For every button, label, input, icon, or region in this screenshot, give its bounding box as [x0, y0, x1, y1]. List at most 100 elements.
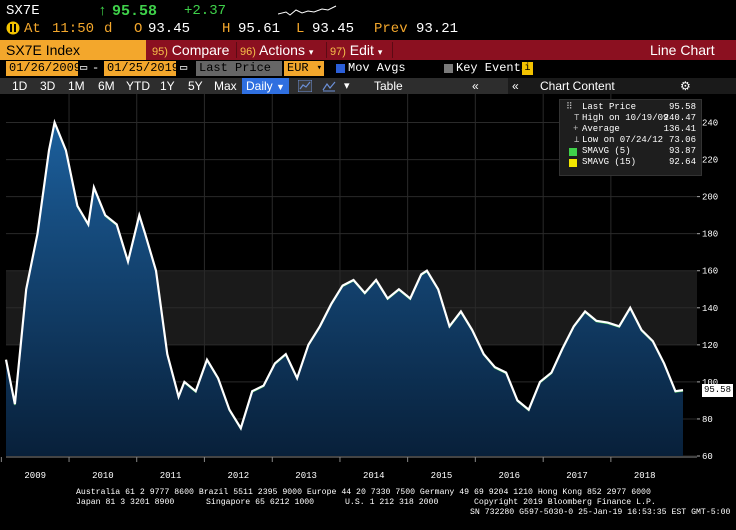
compare-label: Compare — [171, 42, 230, 58]
frequency-value: Daily — [246, 79, 273, 93]
period-1y[interactable]: 1Y — [160, 79, 175, 93]
footer-contacts-line1: Australia 61 2 9777 8600 Brazil 5511 239… — [76, 488, 651, 497]
legend-low-value: 73.06 — [668, 135, 696, 145]
low-value: 93.45 — [312, 21, 355, 37]
last-price-value: 95.58 — [112, 3, 158, 20]
calendar-icon[interactable]: ▭ — [80, 61, 88, 75]
mov-avgs-label[interactable]: Mov Avgs — [348, 61, 406, 75]
currency-select[interactable]: EUR ▾ — [284, 61, 324, 76]
y-tick-label: 100 — [702, 378, 718, 388]
key-events-label[interactable]: Key Events — [456, 61, 529, 75]
x-axis-background — [0, 456, 697, 486]
frequency-dropdown-icon: ▼ — [276, 82, 285, 92]
chart-type-label[interactable]: Line Chart — [650, 42, 715, 58]
ticker-bar: SX7E ↑ 95.58 +2.37 At 11:50 d O 93.45 H … — [0, 0, 736, 40]
y-tick-label: 200 — [702, 193, 718, 203]
ticker-symbol: SX7E — [6, 3, 40, 19]
last-price-tag: 95.58 — [702, 384, 733, 398]
edit-menu[interactable]: 97) Edit ▾ — [330, 40, 382, 60]
legend-last-value: 95.58 — [668, 102, 696, 112]
actions-shortcut: 96) — [240, 46, 256, 58]
calendar-icon[interactable]: ▭ — [180, 61, 188, 75]
x-tick-label: 2016 — [498, 471, 520, 481]
x-tick-label: 2015 — [431, 471, 453, 481]
change-value: +2.37 — [184, 3, 227, 19]
y-tick-label: 160 — [702, 267, 718, 277]
prev-label: Prev — [374, 21, 408, 37]
actions-menu[interactable]: 96) Actions ▾ — [240, 40, 313, 60]
start-date-field[interactable]: 01/26/2009 — [6, 61, 81, 76]
menu-bar: SX7E Index 95) Compare 96) Actions ▾ 97)… — [0, 40, 736, 60]
legend-high-label: High on 10/19/09 — [582, 113, 669, 123]
info-icon[interactable]: i — [522, 62, 533, 75]
legend-last-label: Last Price — [582, 102, 637, 112]
legend-sma15-label: SMAVG (15) — [582, 157, 637, 167]
toolbar: 1D 3D 1M 6M YTD 1Y 5Y Max Daily ▼ ▾ Tabl… — [0, 78, 736, 94]
x-tick-label: 2012 — [228, 471, 250, 481]
draw-tool-icon[interactable] — [322, 80, 336, 92]
x-tick-label: 2018 — [634, 471, 656, 481]
y-tick-label: 220 — [702, 156, 718, 166]
end-date-field[interactable]: 01/25/2019 — [104, 61, 179, 76]
actions-label: Actions — [259, 42, 305, 58]
key-events-checkbox[interactable] — [444, 64, 453, 73]
x-tick-label: 2014 — [363, 471, 385, 481]
up-arrow-icon: ↑ — [98, 3, 108, 20]
settings-bar: 01/26/2009 ▭ - 01/25/2019 ▭ Last Price E… — [0, 61, 736, 77]
footer: Australia 61 2 9777 8600 Brazil 5511 239… — [0, 486, 736, 530]
expand-left-icon[interactable]: « — [512, 79, 519, 93]
period-ytd[interactable]: YTD — [126, 79, 150, 93]
period-max[interactable]: Max — [214, 79, 237, 93]
date-range-dash: - — [92, 61, 100, 75]
x-tick-label: 2009 — [24, 471, 46, 481]
security-title: SX7E Index — [0, 40, 146, 60]
footer-us: U.S. 1 212 318 2000 — [345, 498, 439, 507]
quote-time-flag: d — [104, 21, 113, 37]
y-axis: 60 80 100 120 140 160 180 200 220 240 — [697, 94, 736, 486]
chart-content-label[interactable]: Chart Content — [540, 79, 615, 93]
average-marker-icon: + — [573, 124, 579, 134]
period-3d[interactable]: 3D — [40, 79, 56, 93]
x-tick-label: 2013 — [295, 471, 317, 481]
period-6m[interactable]: 6M — [98, 79, 115, 93]
high-label: H — [222, 21, 231, 37]
period-1m[interactable]: 1M — [68, 79, 85, 93]
price-field-select[interactable]: Last Price — [196, 61, 282, 76]
sma15-swatch — [569, 159, 577, 167]
edit-dropdown-icon: ▾ — [377, 47, 383, 57]
chart-legend[interactable]: ⠿ Last Price 95.58 T High on 10/19/09 24… — [559, 99, 702, 176]
legend-low-label: Low on 07/24/12 — [582, 135, 664, 145]
actions-dropdown-icon: ▾ — [308, 47, 314, 57]
price-area — [4, 118, 684, 456]
high-value: 95.61 — [238, 21, 281, 37]
open-value: 93.45 — [148, 21, 191, 37]
collapse-left-icon[interactable]: « — [472, 79, 479, 93]
frequency-select[interactable]: Daily ▼ — [242, 78, 289, 94]
edit-shortcut: 97) — [330, 46, 346, 58]
price-chart[interactable]: 60 80 100 120 140 160 180 200 220 240 2009 2010 201… — [0, 94, 736, 486]
chart-content-panel: « Chart Content ⚙ — [508, 78, 736, 94]
mov-avgs-checkbox[interactable] — [336, 64, 345, 73]
period-1d[interactable]: 1D — [12, 79, 28, 93]
gear-icon[interactable]: ⚙ — [680, 79, 691, 93]
y-tick-label: 120 — [702, 341, 718, 351]
period-5y[interactable]: 5Y — [188, 79, 203, 93]
currency-dropdown-icon: ▾ — [316, 63, 322, 73]
currency-value: EUR — [287, 61, 309, 75]
high-marker-icon: T — [574, 113, 580, 123]
y-tick-label: 180 — [702, 230, 718, 240]
footer-session-info: SN 732280 G597-5030-0 25-Jan-19 16:53:35… — [470, 508, 731, 517]
compare-menu[interactable]: 95) Compare — [152, 40, 229, 60]
footer-copyright: Copyright 2019 Bloomberg Finance L.P. — [474, 498, 656, 507]
line-chart-icon[interactable] — [298, 80, 312, 92]
low-label: L — [296, 21, 305, 37]
chart-options-dropdown-icon[interactable]: ▾ — [344, 80, 350, 92]
price-line — [4, 118, 684, 431]
legend-sma5-value: 93.87 — [668, 146, 696, 156]
table-button[interactable]: Table — [374, 79, 403, 93]
realtime-indicator-icon — [6, 21, 20, 35]
legend-handle-icon[interactable]: ⠿ — [566, 102, 573, 112]
menu-divider — [326, 42, 327, 58]
at-label: At — [24, 21, 41, 37]
menu-divider — [236, 42, 237, 58]
